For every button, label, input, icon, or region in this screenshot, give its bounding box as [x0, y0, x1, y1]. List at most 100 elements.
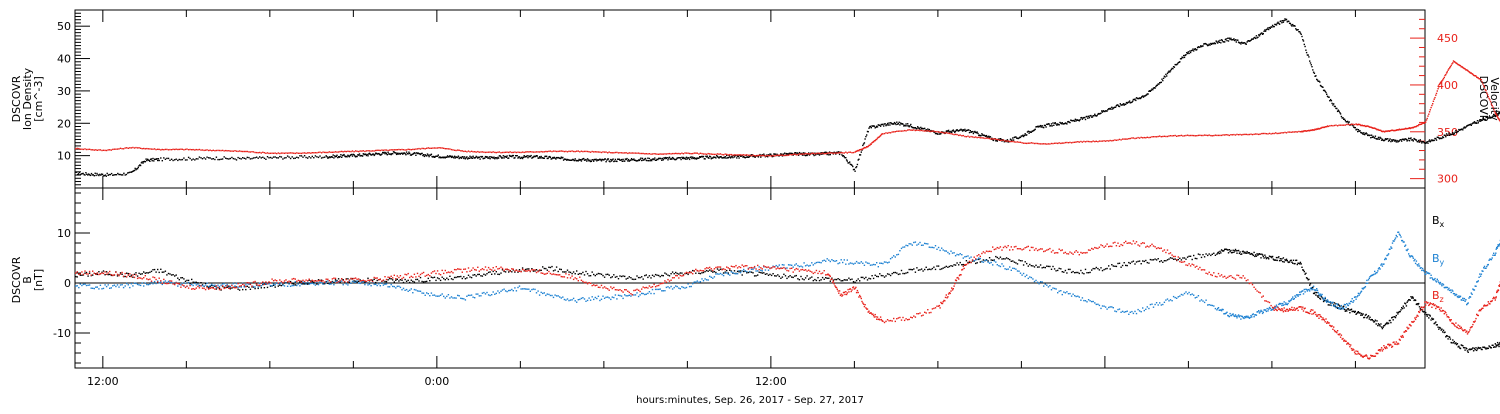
top-velocity-point	[1488, 96, 1489, 97]
bottom-Bx-point	[746, 272, 747, 273]
bottom-By-point	[820, 262, 821, 263]
top-velocity-point	[944, 132, 945, 133]
top-velocity-point	[1185, 135, 1186, 136]
bottom-Bx-point	[333, 282, 334, 283]
bottom-Bx-point	[1130, 263, 1131, 264]
top-velocity-point	[715, 154, 716, 155]
bottom-Bx-point	[629, 276, 630, 277]
top-density-point	[858, 159, 859, 160]
bottom-Bx-point	[1358, 311, 1359, 312]
top-density-point	[622, 161, 623, 162]
top-density-point	[1043, 127, 1044, 128]
bottom-By-point	[160, 282, 161, 283]
bottom-By-point	[695, 281, 696, 282]
bottom-By-point	[1066, 291, 1067, 292]
top-density-point	[1421, 142, 1422, 143]
top-density-point	[333, 154, 334, 155]
bottom-Bx-point	[440, 280, 441, 281]
bottom-Bx-point	[887, 273, 888, 274]
bottom-By-point	[1291, 299, 1292, 300]
bottom-By-point	[1085, 300, 1086, 301]
bottom-By-point	[1153, 307, 1154, 308]
bottom-By-point	[952, 252, 953, 253]
bottom-By-point	[466, 296, 467, 297]
top-velocity-point	[123, 148, 124, 149]
bottom-By-point	[1304, 291, 1305, 292]
top-density-point	[899, 122, 900, 123]
top-velocity-point	[482, 151, 483, 152]
top-density-point	[1443, 137, 1444, 138]
top-velocity-point	[680, 153, 681, 154]
bottom-Bx-point	[109, 274, 110, 275]
bottom-Bx-point	[675, 272, 676, 273]
bottom-Bx-point	[983, 259, 984, 260]
bottom-By-point	[681, 286, 682, 287]
legend-subscript: x	[1440, 220, 1445, 229]
bottom-ylabel-line: [nT]	[32, 269, 45, 291]
bottom-Bx-point	[1437, 324, 1438, 325]
bottom-Bx-point	[1447, 335, 1448, 336]
top-density-point	[140, 165, 141, 166]
top-velocity-point	[765, 156, 766, 157]
bottom-By-point	[1001, 263, 1002, 264]
bottom-Bx-point	[785, 275, 786, 276]
top-density-point	[1233, 38, 1234, 39]
top-density-point	[977, 133, 978, 134]
top-velocity-point	[237, 151, 238, 152]
top-density-point	[1106, 110, 1107, 111]
bottom-Bx-point	[1460, 348, 1461, 349]
top-density-point	[648, 160, 649, 161]
bottom-Bx-point	[1368, 315, 1369, 316]
top-velocity-point	[299, 153, 300, 154]
top-density-point	[986, 135, 987, 136]
top-density-point	[1482, 117, 1483, 118]
bottom-Bx-point	[1455, 342, 1456, 343]
bottom-By-point	[629, 295, 630, 296]
bottom-By-point	[224, 283, 225, 284]
top-density-point	[1050, 125, 1051, 126]
top-density-point	[1075, 119, 1076, 120]
top-density-point	[1147, 93, 1148, 94]
bottom-Bx-point	[992, 260, 993, 261]
bottom-Bx-point	[960, 262, 961, 263]
top-density-point	[1222, 40, 1223, 41]
bottom-By-point	[408, 291, 409, 292]
top-velocity-point	[496, 152, 497, 153]
top-density-point	[462, 156, 463, 157]
bottom-By-point	[302, 281, 303, 282]
top-density-point	[924, 128, 925, 129]
bottom-By-point	[199, 285, 200, 286]
bottom-Bx-point	[248, 287, 249, 288]
bottom-Bx-point	[1198, 253, 1199, 254]
bottom-Bx-point	[1462, 345, 1463, 346]
bottom-By-point	[480, 295, 481, 296]
top-velocity-point	[1348, 124, 1349, 125]
top-velocity-point	[1171, 135, 1172, 136]
top-velocity-point	[924, 130, 925, 131]
top-density-point	[1022, 135, 1023, 136]
top-velocity-point	[1076, 141, 1077, 142]
bottom-Bx-point	[216, 288, 217, 289]
bottom-Bx-point	[528, 268, 529, 269]
top-density-point	[1392, 140, 1393, 141]
top-velocity-point	[525, 151, 526, 152]
bottom-Bx-point	[752, 272, 753, 273]
bottom-By-point	[655, 289, 656, 290]
bottom-Bx-point	[1458, 346, 1459, 347]
top-velocity-point	[779, 155, 780, 156]
bottom-Bx-point	[1438, 329, 1439, 330]
bottom-Bx-point	[622, 275, 623, 276]
bottom-By-point	[80, 283, 81, 284]
bottom-Bx-point	[1088, 272, 1089, 273]
top-velocity-point	[374, 150, 375, 151]
top-density-point	[854, 171, 855, 172]
top-velocity-point	[434, 147, 435, 148]
top-density-point	[210, 157, 211, 158]
bottom-By-point	[776, 265, 777, 266]
bottom-By-point	[333, 284, 334, 285]
top-velocity-point	[115, 149, 116, 150]
top-velocity-point	[364, 151, 365, 152]
bottom-By-point	[213, 285, 214, 286]
bottom-By-point	[346, 283, 347, 284]
top-velocity-point	[378, 150, 379, 151]
